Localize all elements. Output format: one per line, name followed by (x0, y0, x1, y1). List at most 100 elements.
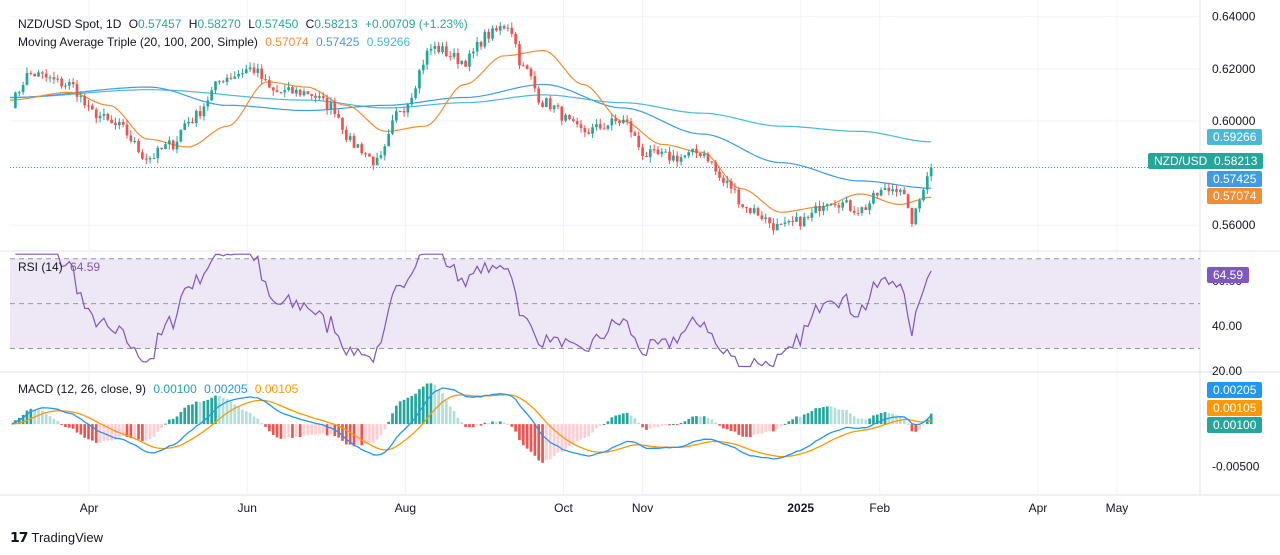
candle-body (718, 171, 721, 178)
macd-histogram-bar (364, 424, 367, 445)
macd-histogram-bar (818, 408, 821, 425)
candle-body (760, 215, 764, 220)
tradingview-brand[interactable]: 𝟭𝟳 TradingView (10, 529, 103, 546)
candle-body (291, 87, 294, 94)
candle-body (441, 46, 444, 53)
candle-body (406, 104, 410, 113)
macd-histogram-bar (545, 424, 548, 461)
macd-histogram-bar (383, 424, 387, 430)
x-tick-label: Feb (869, 501, 890, 515)
macd-histogram-bar (148, 424, 152, 440)
candle-body (510, 27, 514, 34)
candle-body (271, 87, 275, 91)
macd-histogram-bar (237, 406, 240, 425)
macd-histogram-bar (610, 417, 614, 425)
macd-histogram-bar (583, 424, 587, 439)
candle-body (364, 153, 367, 155)
macd-histogram-bar (183, 407, 187, 425)
candle-body (918, 200, 921, 209)
macd-histogram-bar (279, 424, 283, 439)
macd-histogram-bar (433, 384, 437, 425)
macd-histogram-bar (598, 424, 602, 426)
candle-body (387, 133, 390, 147)
candle-body (841, 202, 845, 208)
candle-body (529, 68, 533, 77)
candle-body (645, 155, 648, 158)
macd-pane[interactable] (11, 383, 933, 463)
candle-body (487, 31, 491, 39)
macd-histogram-bar (683, 421, 687, 425)
rsi-legend: RSI (14) 64.59 (18, 259, 104, 275)
macd-histogram-bar (795, 416, 798, 425)
candle-body (741, 204, 744, 207)
candle-body (41, 72, 44, 74)
candle-body (691, 148, 694, 153)
macd-histogram-bar (841, 409, 845, 425)
macd-histogram-bar (575, 424, 579, 442)
candle-body (117, 121, 121, 126)
macd-histogram-bar (98, 424, 102, 443)
candle-body (379, 155, 383, 158)
macd-histogram-bar (506, 423, 510, 425)
macd-histogram-bar (479, 424, 483, 426)
candle-body (641, 147, 644, 156)
change-value: +0.00709 (+1.23%) (365, 17, 468, 31)
candle-body (71, 82, 75, 85)
candle-body (183, 123, 187, 131)
ma100-price-badge: 0.57425 (1207, 171, 1263, 187)
macd-histogram-bar (29, 408, 33, 425)
macd-histogram-bar (44, 413, 48, 425)
macd-histogram-bar (618, 414, 621, 425)
macd-histogram-bar (75, 424, 79, 433)
macd-histogram-bar (672, 424, 675, 426)
candle-body (287, 87, 290, 91)
macd-histogram-bar (91, 424, 94, 441)
macd-histogram-bar (321, 424, 325, 434)
candle-body (860, 207, 864, 213)
candle-body (864, 207, 868, 210)
macd-histogram-bar (902, 418, 906, 425)
macd-histogram-bar (518, 424, 521, 441)
candle-body (629, 121, 633, 133)
macd-histogram-bar (883, 412, 887, 425)
macd-histogram-bar (87, 424, 90, 440)
candle-body (283, 90, 287, 93)
rsi-title: RSI (14) (18, 260, 63, 274)
macd-histogram-bar (529, 424, 533, 452)
x-tick-label: Apr (80, 501, 99, 515)
candle-body (268, 79, 271, 88)
macd-histogram-bar (137, 424, 140, 440)
macd-histogram-bar (637, 422, 641, 425)
macd-signal-value: 0.00105 (254, 382, 299, 396)
candle-body (571, 119, 575, 122)
macd-histogram-bar (337, 424, 340, 438)
macd-histogram-bar (298, 424, 302, 438)
macd-histogram-bar (822, 407, 825, 425)
candle-body (602, 128, 606, 130)
candle-body (656, 149, 660, 155)
macd-histogram-bar (229, 401, 233, 425)
candle-body (214, 81, 217, 91)
macd-histogram-bar (633, 418, 637, 425)
macd-histogram-bar (175, 416, 179, 425)
candle-body (664, 151, 668, 153)
macd-histogram-bar (564, 424, 567, 449)
macd-histogram-bar (79, 424, 83, 435)
macd-histogram-bar (510, 424, 514, 427)
candle-body (460, 60, 464, 64)
macd-histogram-bar (602, 423, 606, 425)
macd-histogram-bar (156, 424, 160, 432)
high-value: 0.58270 (197, 17, 241, 31)
candle-body (872, 192, 875, 204)
price-pane[interactable] (9, 22, 1200, 235)
rsi-pane[interactable] (10, 253, 1200, 368)
macd-histogram-bar (371, 424, 375, 443)
candle-body (837, 205, 841, 208)
macd-histogram-bar (198, 402, 202, 425)
price-tick-label: 0.62000 (1212, 62, 1256, 76)
macd-histogram-bar (802, 414, 806, 425)
candle-body (545, 98, 548, 107)
candle-body (525, 65, 529, 69)
candle-body (348, 135, 352, 140)
